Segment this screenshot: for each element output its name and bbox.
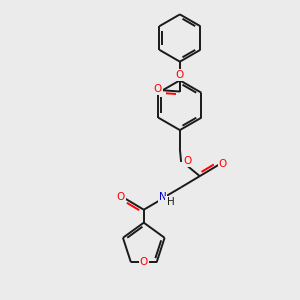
Text: O: O <box>183 156 191 166</box>
Text: O: O <box>154 84 162 94</box>
Text: H: H <box>167 197 174 207</box>
Text: N: N <box>159 192 166 202</box>
Text: O: O <box>140 257 148 267</box>
Text: O: O <box>219 159 227 169</box>
Text: O: O <box>176 70 184 80</box>
Text: O: O <box>116 192 125 202</box>
